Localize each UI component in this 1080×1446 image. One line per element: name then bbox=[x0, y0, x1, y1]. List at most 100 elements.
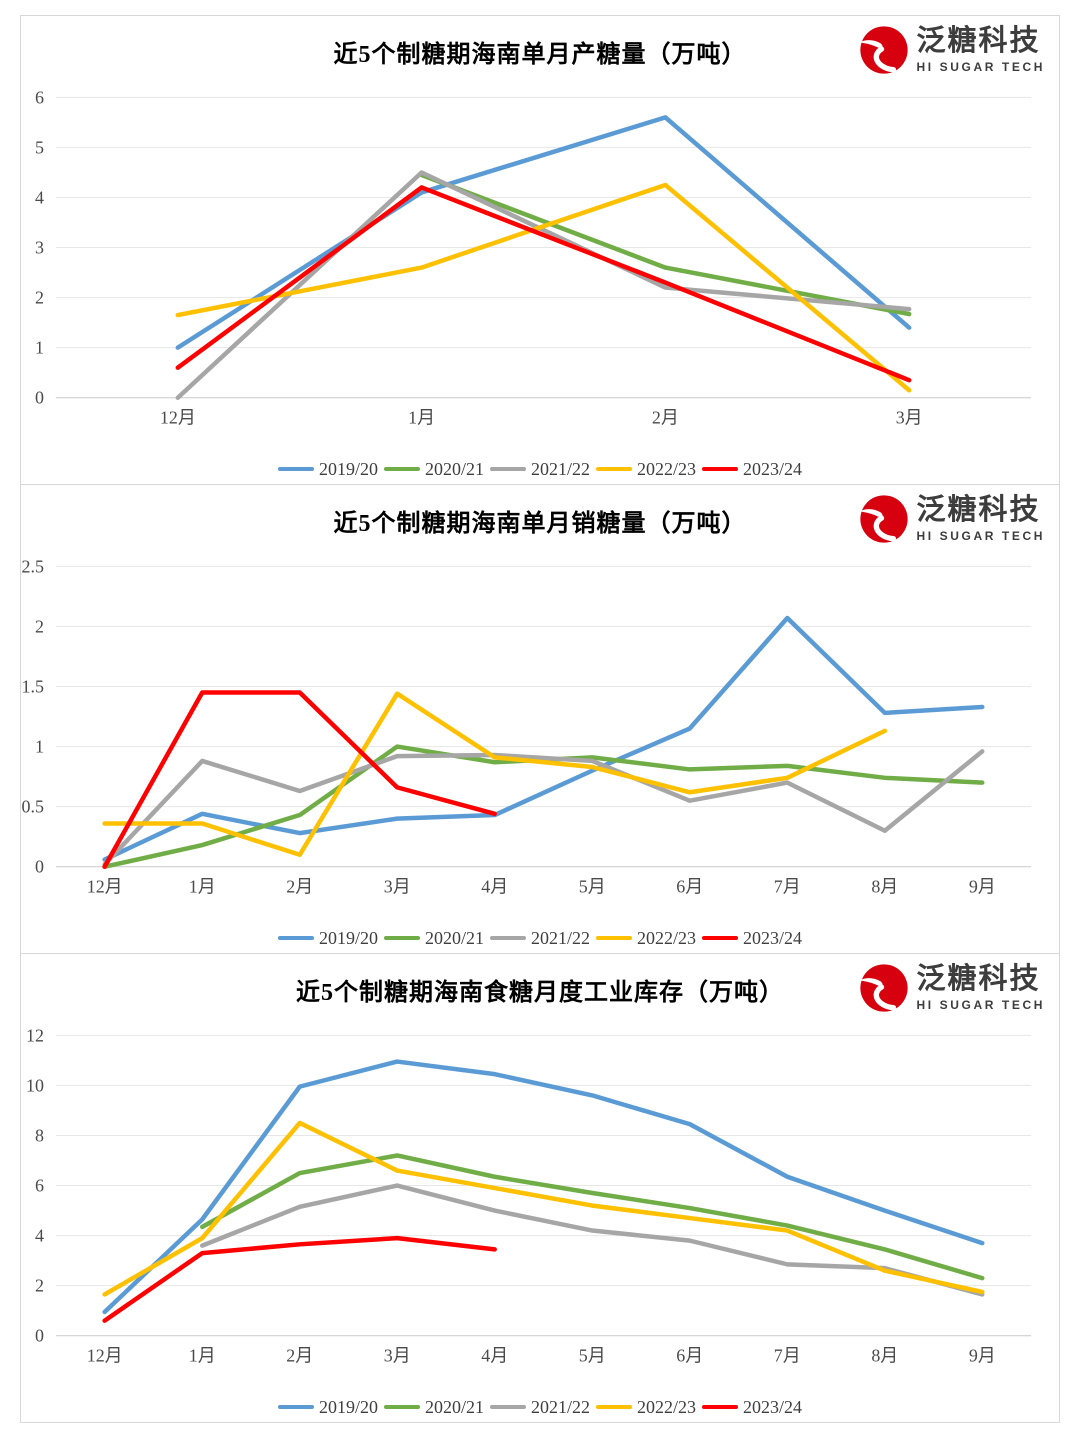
x-axis-tick-label: 7月 bbox=[774, 1346, 801, 1366]
y-axis-tick-label: 2 bbox=[35, 1276, 44, 1296]
y-axis-tick-label: 6 bbox=[35, 87, 44, 107]
series-line-2021-22 bbox=[200, 1183, 985, 1297]
brand-logo-text: 泛糖科技 HI SUGAR TECH bbox=[916, 25, 1045, 74]
y-axis-tick-label: 0 bbox=[35, 388, 44, 408]
legend-item-2020-21: 2020/21 bbox=[383, 928, 484, 949]
legend-item-2021-22: 2021/22 bbox=[489, 1396, 590, 1418]
legend-label: 2022/23 bbox=[637, 1396, 697, 1417]
x-axis-tick-label: 1月 bbox=[189, 877, 216, 897]
chart-title-production: 近5个制糖期海南单月产糖量（万吨） bbox=[333, 42, 747, 68]
x-axis-tick-label: 2月 bbox=[286, 1346, 313, 1366]
x-axis-tick-label: 12月 bbox=[160, 408, 196, 428]
legend-item-2022-23: 2022/23 bbox=[596, 928, 696, 949]
y-axis-tick-label: 8 bbox=[35, 1125, 44, 1145]
legend-label: 2023/24 bbox=[743, 927, 803, 948]
brand-logo: 泛糖科技 HI SUGAR TECH bbox=[858, 493, 1045, 545]
legend-label: 2020/21 bbox=[424, 458, 484, 479]
legend-item-2019-20: 2019/20 bbox=[277, 459, 378, 480]
y-axis-tick-label: 1 bbox=[35, 338, 44, 358]
legend-swatch bbox=[383, 935, 420, 941]
x-axis-tick-label: 2月 bbox=[652, 408, 679, 428]
brand-logo-icon bbox=[858, 26, 908, 74]
brand-logo: 泛糖科技 HI SUGAR TECH bbox=[858, 24, 1045, 76]
brand-name-en: HI SUGAR TECH bbox=[916, 59, 1045, 74]
y-axis-tick-label: 1.5 bbox=[22, 676, 44, 696]
brand-name-cn: 泛糖科技 bbox=[916, 963, 1041, 996]
legend-swatch bbox=[277, 935, 314, 941]
legend-label: 2019/20 bbox=[318, 927, 378, 948]
x-axis-tick-label: 6月 bbox=[676, 1346, 703, 1366]
series-line-2023-24 bbox=[102, 1235, 497, 1323]
x-axis-tick-label: 3月 bbox=[384, 1346, 411, 1366]
y-axis-tick-label: 0.5 bbox=[22, 797, 44, 817]
x-axis-tick-label: 5月 bbox=[579, 877, 606, 897]
series-line-2023-24 bbox=[175, 185, 912, 383]
series-line-2023-24 bbox=[102, 690, 497, 869]
series-line-2019-20 bbox=[102, 1059, 985, 1315]
panel-header: 近5个制糖期海南食糖月度工业库存（万吨） 泛糖科技 HI SUGAR TECH bbox=[21, 954, 1059, 1012]
y-axis-tick-label: 5 bbox=[35, 137, 44, 157]
legend-label: 2020/21 bbox=[424, 1396, 484, 1417]
x-axis-tick-label: 4月 bbox=[481, 1346, 508, 1366]
chart-title-inventory: 近5个制糖期海南食糖月度工业库存（万吨） bbox=[296, 980, 784, 1006]
x-axis-tick-label: 12月 bbox=[87, 1346, 123, 1366]
legend-item-2020-21: 2020/21 bbox=[383, 458, 484, 480]
x-axis-tick-label: 8月 bbox=[871, 877, 898, 897]
y-axis-tick-label: 1 bbox=[35, 737, 44, 757]
legend-item-2021-22: 2021/22 bbox=[489, 458, 590, 480]
legend-swatch bbox=[277, 466, 314, 472]
x-axis-tick-label: 2月 bbox=[286, 877, 313, 897]
brand-name-en: HI SUGAR TECH bbox=[916, 528, 1045, 543]
legend-swatch bbox=[702, 935, 739, 941]
x-axis-tick-label: 5月 bbox=[579, 1346, 606, 1366]
series-line-2022-23 bbox=[102, 691, 888, 858]
legend-label: 2021/22 bbox=[530, 1396, 590, 1417]
legend-swatch bbox=[596, 1404, 632, 1410]
legend-swatch bbox=[489, 466, 526, 472]
brand-name-cn: 泛糖科技 bbox=[916, 25, 1041, 58]
panel-header: 近5个制糖期海南单月销糖量（万吨） 泛糖科技 HI SUGAR TECH bbox=[21, 485, 1059, 543]
legend-item-2019-20: 2019/20 bbox=[277, 927, 378, 949]
y-axis-tick-label: 2 bbox=[35, 616, 44, 636]
line-chart-inventory: 0 2 4 6 8 10 12 12月 1月 2月 3月 4月 5月 6月 7月 8月 9月 bbox=[26, 1025, 1032, 1366]
x-axis-tick-label: 9月 bbox=[969, 877, 996, 897]
series-line-2021-22 bbox=[175, 170, 912, 400]
x-axis-tick-label: 8月 bbox=[871, 1346, 898, 1366]
series-line-2022-23 bbox=[102, 1120, 985, 1297]
legend-item-2021-22: 2021/22 bbox=[489, 927, 590, 949]
line-chart-sales: 0 0.5 1 1.5 2 2.5 12月 1月 2月 3月 4月 5月 6月 7月 8月 9月 bbox=[22, 556, 1032, 897]
x-axis-tick-label: 9月 bbox=[969, 1346, 996, 1366]
legend-item-2022-23: 2022/23 bbox=[596, 1397, 696, 1418]
legend-label: 2021/22 bbox=[530, 458, 590, 479]
legend-swatch bbox=[702, 466, 739, 472]
x-axis-tick-label: 3月 bbox=[384, 877, 411, 897]
legend-label: 2023/24 bbox=[743, 1396, 803, 1417]
brand-logo-icon bbox=[858, 964, 908, 1012]
x-axis-tick-label: 12月 bbox=[87, 877, 123, 897]
legend-swatch bbox=[489, 935, 526, 941]
brand-name-en: HI SUGAR TECH bbox=[916, 997, 1045, 1012]
y-axis-tick-label: 4 bbox=[35, 1226, 44, 1246]
brand-logo-icon bbox=[858, 495, 908, 543]
y-axis-tick-label: 3 bbox=[35, 238, 44, 258]
legend-swatch bbox=[596, 466, 632, 472]
line-chart-production: 0 1 2 3 4 5 6 12月 1月 2月 3月 bbox=[35, 87, 1032, 428]
y-axis-tick-label: 0 bbox=[35, 1326, 44, 1346]
legend-swatch bbox=[383, 1404, 420, 1410]
brand-logo: 泛糖科技 HI SUGAR TECH bbox=[858, 962, 1045, 1014]
y-axis-tick-label: 6 bbox=[35, 1176, 44, 1196]
legend-label: 2019/20 bbox=[318, 1396, 378, 1417]
x-axis-tick-label: 6月 bbox=[676, 877, 703, 897]
legend-swatch bbox=[702, 1404, 739, 1410]
y-axis-tick-label: 4 bbox=[35, 187, 44, 207]
legend-item-2022-23: 2022/23 bbox=[596, 459, 696, 480]
legend-swatch bbox=[489, 1404, 526, 1410]
legend-label: 2021/22 bbox=[530, 927, 590, 948]
chart-title-sales: 近5个制糖期海南单月销糖量（万吨） bbox=[333, 511, 747, 537]
series-line-2022-23 bbox=[175, 182, 912, 393]
legend-item-2023-24: 2023/24 bbox=[702, 928, 802, 949]
legend-swatch bbox=[277, 1404, 314, 1410]
legend-item-2023-24: 2023/24 bbox=[702, 459, 802, 480]
